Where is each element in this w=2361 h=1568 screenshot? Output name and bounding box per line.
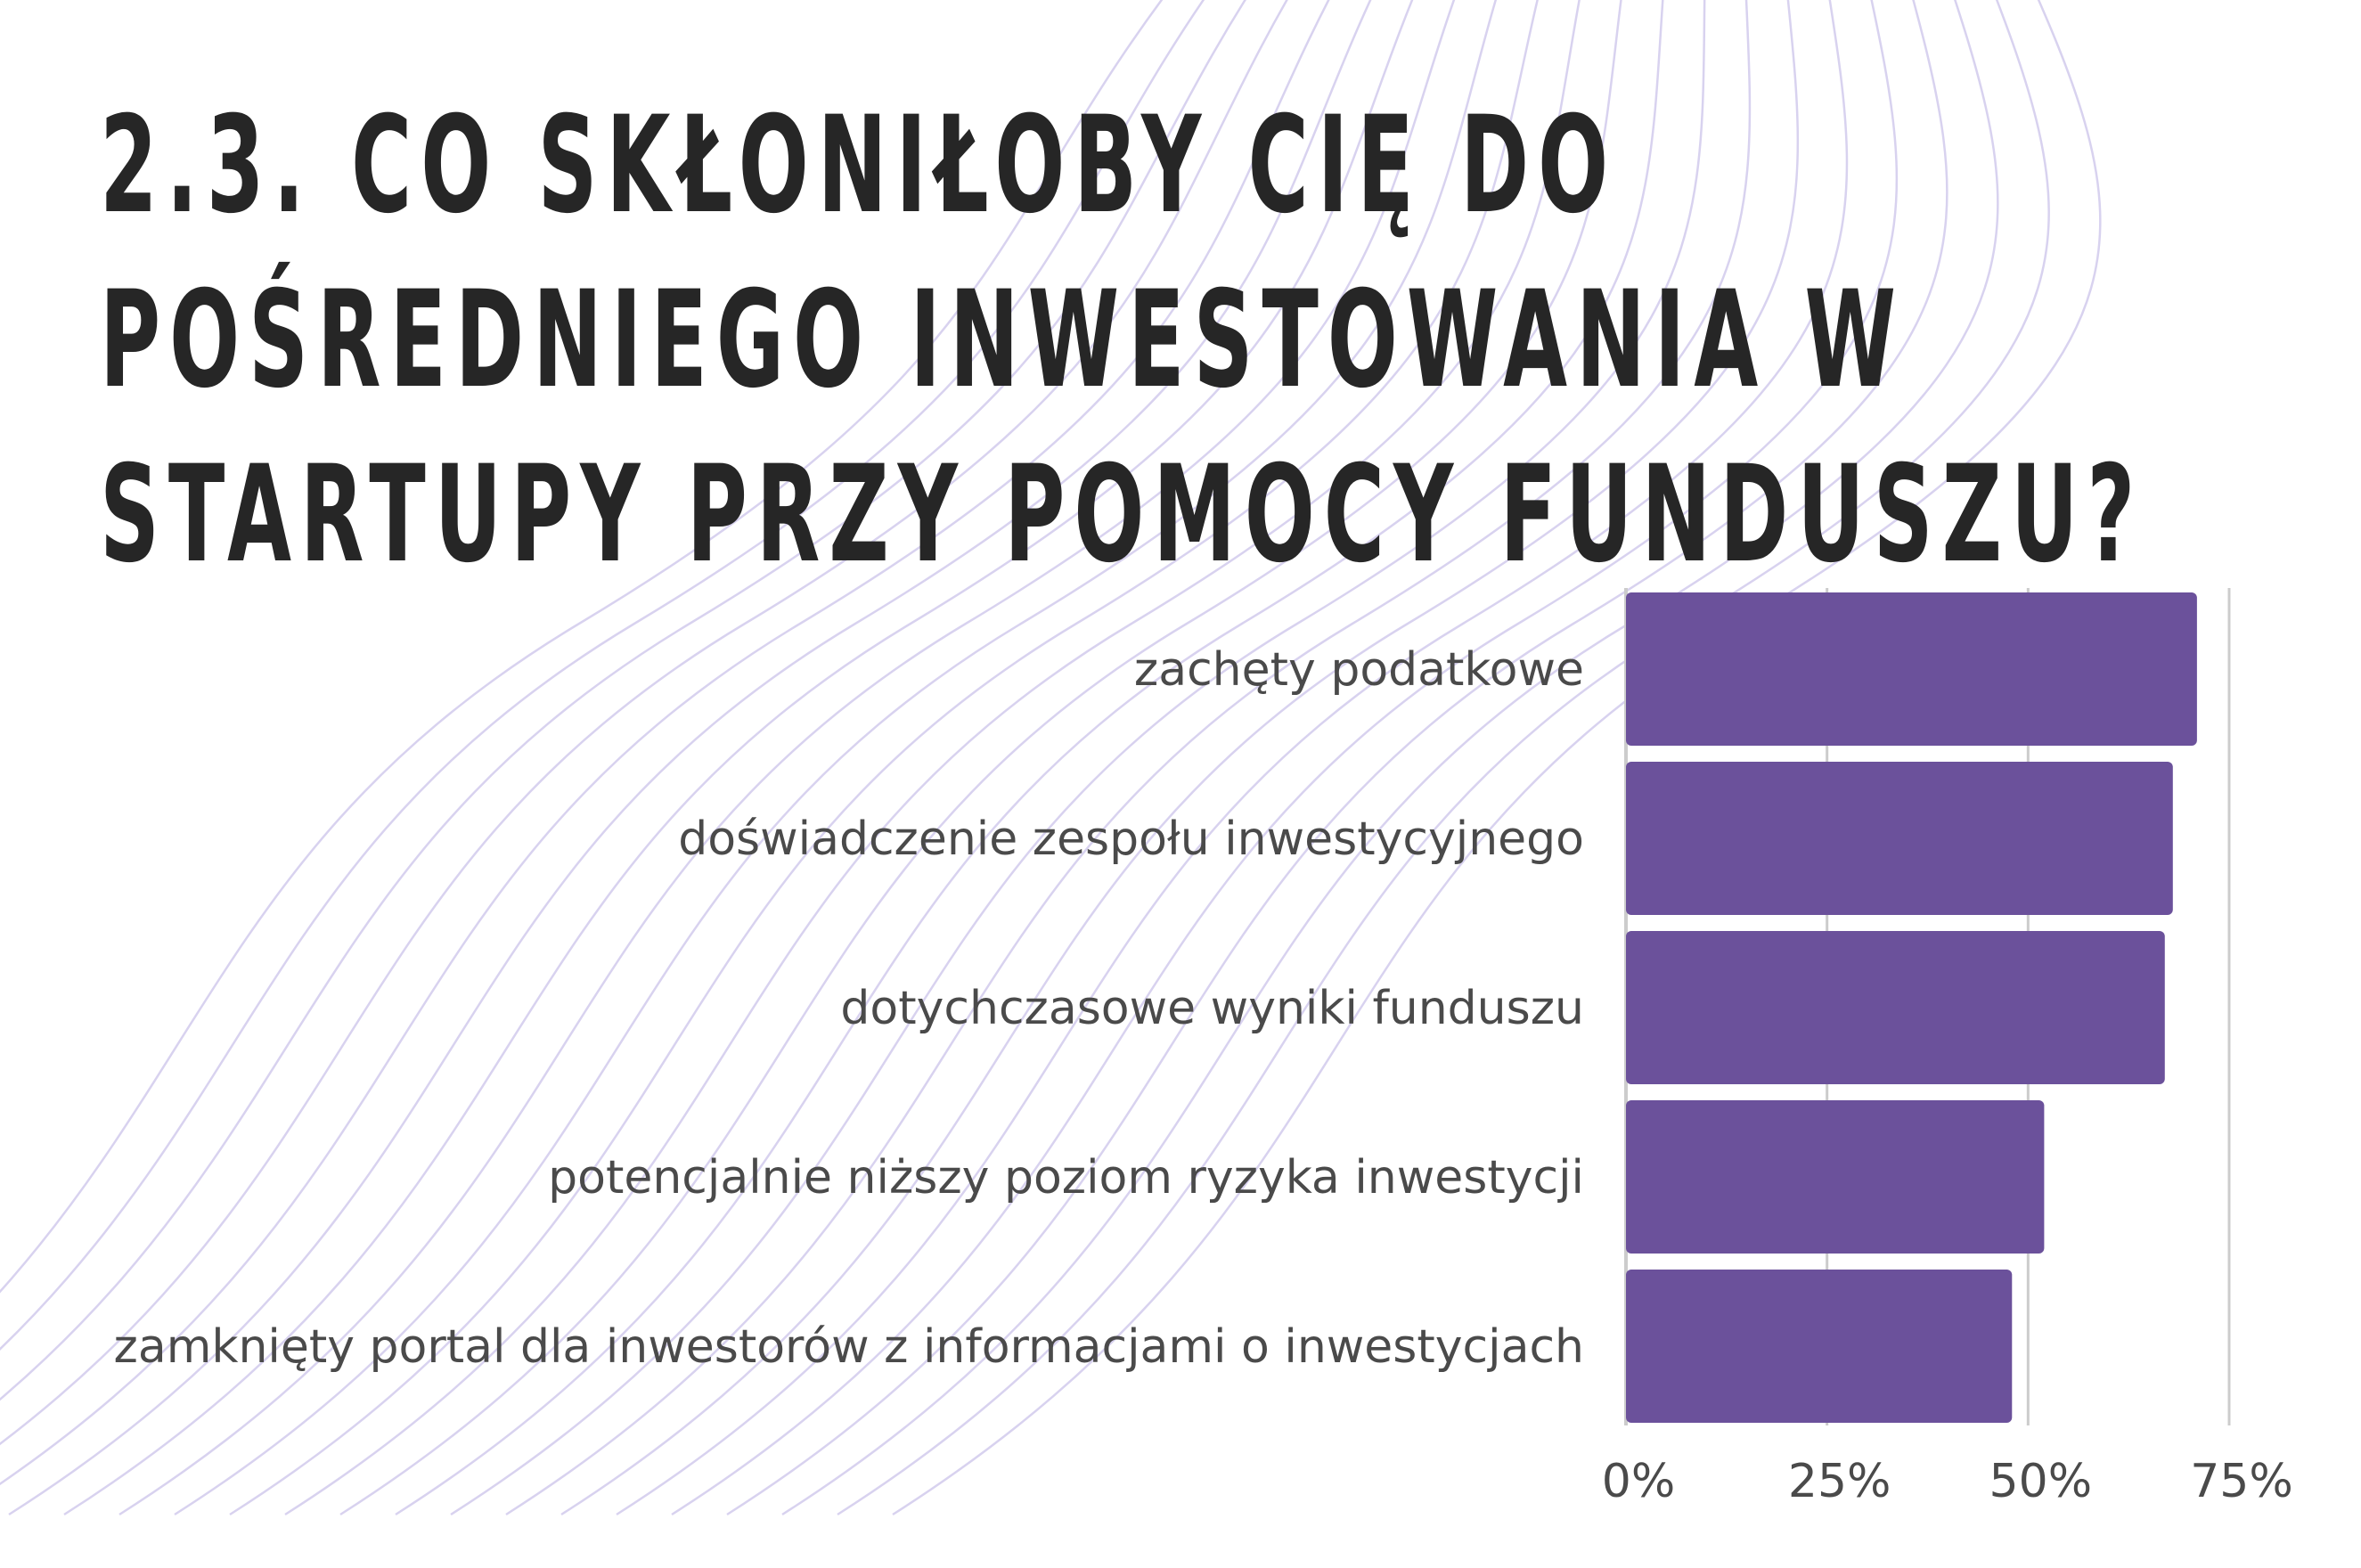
category-label: zamknięty portal dla inwestorów z inform… xyxy=(114,1320,1584,1374)
wave-line xyxy=(0,0,1247,1401)
bar xyxy=(1626,1270,2013,1423)
wave-line xyxy=(174,0,1498,1516)
wave-line xyxy=(781,0,1999,1516)
wave-line xyxy=(0,0,1330,1485)
bar xyxy=(1626,1100,2045,1254)
tick-label: 0% xyxy=(1602,1455,1676,1508)
wave-line xyxy=(450,0,1706,1516)
category-label: dotychczasowe wyniki funduszu xyxy=(840,982,1584,1035)
category-label: doświadczenie zespołu inwestycyjnego xyxy=(678,813,1584,866)
bar xyxy=(1626,592,2197,746)
wave-line xyxy=(395,0,1664,1516)
title-line-1: 2.3. CO SKŁONIŁOBY CIĘ DO xyxy=(100,88,1618,243)
category-label: potencjalnie niższy poziom ryzyka inwest… xyxy=(548,1151,1584,1205)
tick-label: 75% xyxy=(2190,1455,2293,1508)
wave-line xyxy=(0,0,1164,1294)
wave-line xyxy=(616,0,1849,1516)
wave-line xyxy=(8,0,1372,1516)
wave-line xyxy=(837,0,2050,1516)
tick-label: 50% xyxy=(1989,1455,2093,1508)
wave-line xyxy=(229,0,1539,1516)
wave-line xyxy=(63,0,1414,1516)
bar xyxy=(1626,931,2165,1084)
tick-label: 25% xyxy=(1788,1455,1891,1508)
wave-line xyxy=(0,0,1288,1446)
wave-line xyxy=(560,0,1800,1516)
wave-line xyxy=(671,0,1899,1516)
wave-line xyxy=(0,0,1205,1352)
bar xyxy=(1626,762,2173,915)
category-label: zachęty podatkowe xyxy=(1134,643,1584,697)
wave-line xyxy=(118,0,1456,1516)
wave-line xyxy=(339,0,1622,1516)
wave-line xyxy=(726,0,1948,1516)
wave-line xyxy=(505,0,1752,1516)
wave-line xyxy=(284,0,1581,1516)
